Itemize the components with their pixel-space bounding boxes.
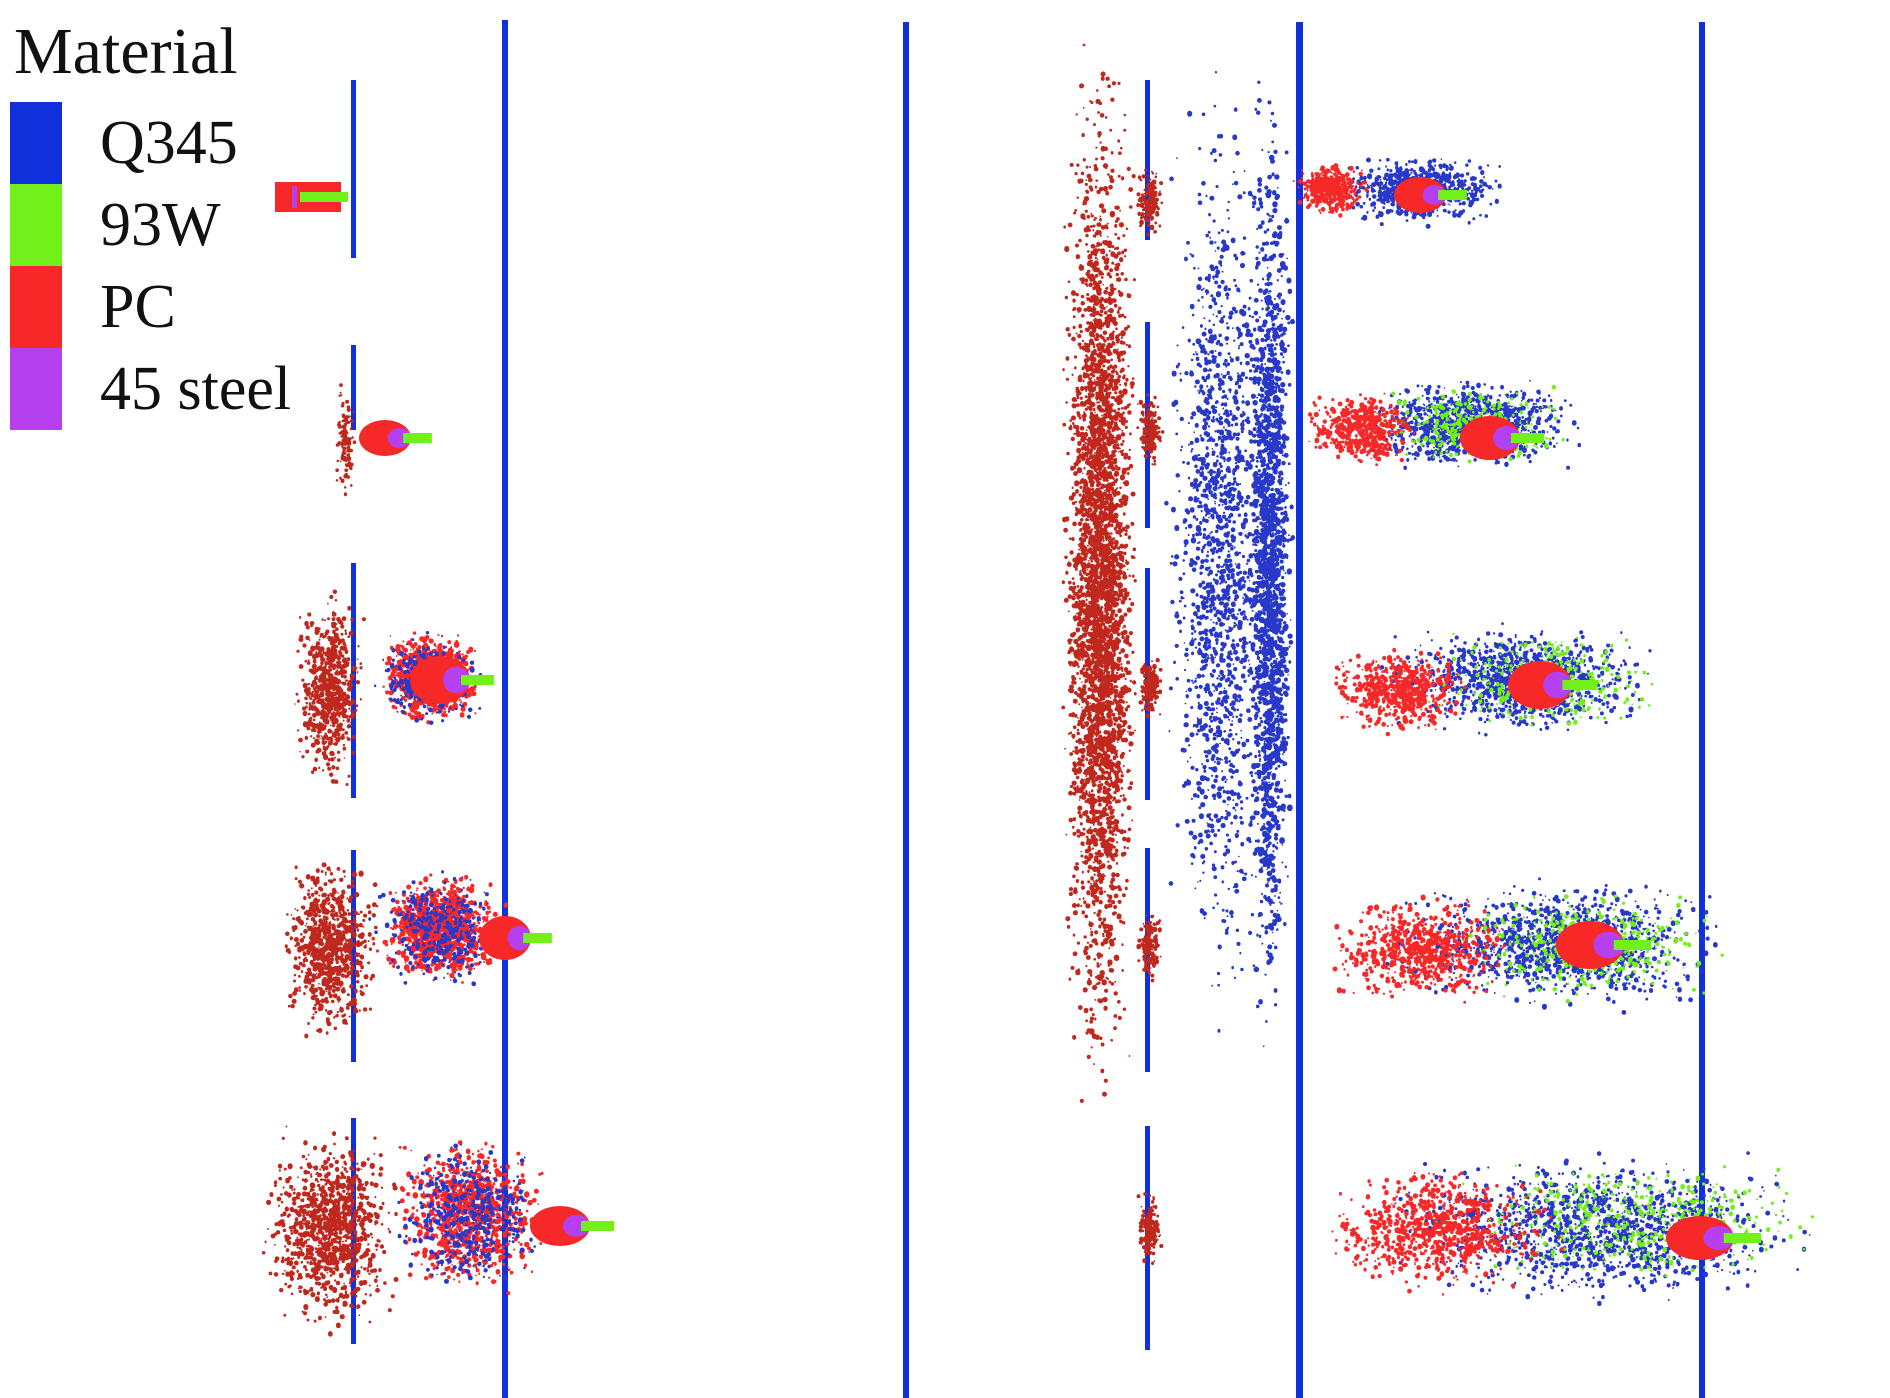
- legend-label-93w: 93W: [100, 191, 221, 259]
- legend-swatch-93w: [10, 184, 62, 266]
- right-front-plate-1: [1145, 80, 1150, 240]
- right-f4-spall: [1136, 914, 1162, 983]
- projectile-right-f3-steel-case: [1543, 671, 1572, 699]
- left-f5-rear-spray: [261, 1125, 399, 1337]
- right-middle-spray-blue: [1164, 71, 1275, 1033]
- debris-layer: [261, 43, 1815, 1337]
- right-f2-spall: [1136, 393, 1165, 466]
- left-f5-blue-dots: [397, 1143, 538, 1284]
- left-f5-rear-spray-dots: [261, 1125, 399, 1337]
- right-f4-red: [1332, 894, 1506, 1004]
- right-middle-plate-bulge: [1244, 80, 1295, 1048]
- right-f4-spall-dots: [1136, 914, 1162, 983]
- projectile-left-f3: [410, 656, 494, 704]
- legend-label-pc: PC: [100, 273, 176, 341]
- projectile-left-f2-tungsten-rod: [403, 433, 432, 443]
- projectile-right-f5-tungsten-rod: [1723, 1233, 1762, 1243]
- legend-item-93w: 93W: [10, 184, 330, 266]
- left-f4-rear-spray-dots: [284, 862, 379, 1039]
- left-front-plate-4: [351, 850, 356, 1062]
- projectile-left-f3-steel-case: [443, 666, 470, 694]
- right-f4-red-dots: [1332, 894, 1506, 1004]
- left-rear-plate: [502, 20, 508, 1398]
- right-f5-spall: [1136, 1192, 1164, 1266]
- right-f1-red: [1292, 163, 1369, 218]
- legend-title: Material: [14, 15, 238, 88]
- projectile-left-f4-steel-case: [507, 925, 531, 951]
- right-f5-red-dots: [1331, 1171, 1565, 1296]
- projectile-layer: [275, 177, 1762, 1260]
- projectile-right-f2: [1460, 416, 1544, 460]
- projectile-left-f4: [479, 916, 552, 960]
- right-front-spall-column-dots: [1061, 43, 1137, 1103]
- right-middle-spray-blue-dots: [1164, 71, 1275, 1033]
- projectile-initial-tungsten: [300, 192, 348, 202]
- left-front-plate-1: [351, 80, 356, 258]
- left-f4-rear-spray: [284, 862, 379, 1039]
- left-front-plate-2: [351, 345, 356, 430]
- right-f4-jet: [1385, 877, 1718, 1015]
- left-f3-rear-spray-dots: [294, 589, 366, 787]
- projectile-left-f2: [359, 420, 432, 456]
- legend-label-q345: Q345: [100, 109, 238, 177]
- legend-swatch-q345: [10, 102, 62, 184]
- left-f2-spall: [335, 383, 357, 497]
- projectile-right-f4-tungsten-rod: [1613, 940, 1652, 950]
- right-front-spall-column: [1061, 43, 1137, 1103]
- right-f5-jet-dots: [1398, 1151, 1811, 1307]
- right-f1-spall-dots: [1136, 168, 1164, 237]
- right-f3-spall-dots: [1138, 658, 1163, 719]
- right-f1-red-dots: [1292, 163, 1369, 218]
- legend-item-q345: Q345: [10, 102, 330, 184]
- right-f2-green: [1376, 384, 1565, 464]
- right-f5-green: [1462, 1164, 1815, 1278]
- projectile-left-f4-tungsten-rod: [523, 933, 552, 943]
- projectile-right-f5: [1666, 1216, 1762, 1260]
- projectile-right-f4-steel-case: [1593, 931, 1624, 959]
- legend-item-pc: PC: [10, 266, 330, 348]
- right-f2-spall-dots: [1136, 393, 1165, 466]
- left-front-plate-3: [351, 563, 356, 798]
- projectile-right-f1: [1394, 177, 1467, 213]
- right-f3-spall: [1138, 658, 1163, 719]
- right-f5-red: [1331, 1171, 1565, 1296]
- projectile-left-f5: [530, 1206, 614, 1246]
- right-f4-jet-dots: [1385, 877, 1718, 1015]
- left-f3-rear-spray: [294, 589, 366, 787]
- projectile-left-f3-tungsten-rod: [461, 675, 494, 685]
- legend-label-45-steel: 45 steel: [100, 355, 292, 423]
- center-plate: [903, 22, 909, 1398]
- projectile-right-f5-steel-case: [1703, 1225, 1734, 1251]
- legend-item-45-steel: 45 steel: [10, 348, 330, 430]
- projectile-initial-steel: [292, 186, 297, 208]
- projectile-right-f3: [1508, 661, 1598, 709]
- projectile-right-f1-tungsten-rod: [1438, 190, 1467, 200]
- legend-swatch-45-steel: [10, 348, 62, 430]
- right-middle-plate: [1296, 22, 1303, 1398]
- projectile-right-f4: [1556, 921, 1652, 969]
- right-f5-spall-dots: [1136, 1192, 1164, 1266]
- right-f2-red: [1307, 392, 1416, 467]
- projectile-initial: [275, 182, 348, 212]
- projectile-left-f5-steel-case: [563, 1215, 590, 1237]
- right-f3-red: [1334, 647, 1471, 737]
- right-f1-spall: [1136, 168, 1164, 237]
- right-f5-jet: [1398, 1151, 1811, 1307]
- projectile-right-f2-steel-case: [1493, 425, 1520, 451]
- legend-swatch-pc: [10, 266, 62, 348]
- right-f3-red-dots: [1334, 647, 1471, 737]
- left-f2-spall-dots: [335, 383, 357, 497]
- right-rear-plate: [1699, 22, 1705, 1398]
- right-middle-plate-bulge-dots: [1244, 80, 1295, 1048]
- projectile-right-f3-tungsten-rod: [1562, 680, 1598, 690]
- projectile-right-f2-tungsten-rod: [1511, 433, 1544, 443]
- right-f5-green-dots: [1462, 1164, 1815, 1278]
- left-f5-blue: [397, 1143, 538, 1284]
- projectile-left-f5-tungsten-rod: [581, 1221, 614, 1231]
- right-f2-green-dots: [1376, 384, 1565, 464]
- right-f2-red-dots: [1307, 392, 1416, 467]
